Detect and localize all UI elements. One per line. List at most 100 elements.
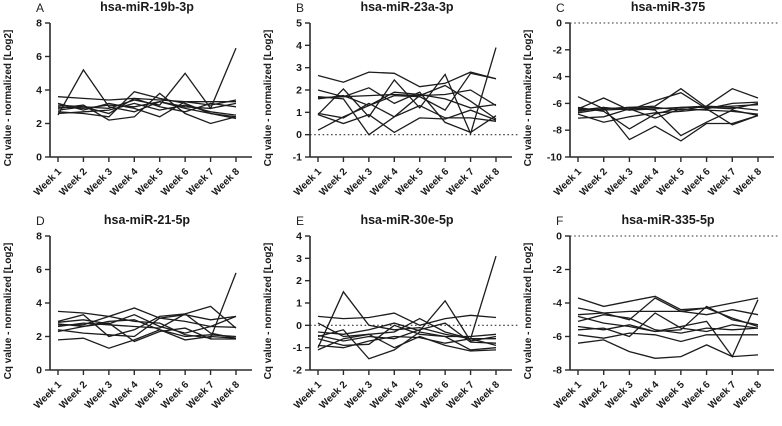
data-line — [577, 295, 759, 311]
y-tick-label: 2 — [36, 331, 42, 343]
y-tick-label: 4 — [296, 40, 302, 52]
data-line — [317, 109, 497, 134]
data-line — [317, 72, 497, 111]
x-tick-label: Week 8 — [210, 166, 242, 198]
panel-header: F hsa-miR-335-5p — [520, 213, 782, 230]
data-line — [317, 91, 497, 131]
panel-letter: D — [36, 214, 45, 228]
panel-title: hsa-miR-19b-3p — [100, 0, 194, 14]
panel-letter: C — [556, 1, 565, 15]
data-line — [317, 333, 497, 352]
data-line — [317, 329, 497, 360]
data-line — [317, 96, 497, 136]
panel-letter: A — [36, 1, 45, 15]
x-tick-label: Week 8 — [732, 379, 764, 411]
y-tick-label: 4 — [296, 231, 302, 243]
y-tick-label: 3 — [296, 253, 302, 265]
data-line — [577, 108, 759, 126]
y-tick-label: 0 — [296, 129, 302, 141]
panel-header: C hsa-miR-375 — [520, 0, 782, 17]
y-tick-label: 0 — [36, 152, 42, 164]
panel-B: B hsa-miR-23a-3p Cq value - normalized [… — [260, 0, 520, 213]
y-tick-label: 8 — [36, 18, 42, 30]
y-tick-label: 4 — [36, 298, 42, 310]
x-tick-label: Week 8 — [732, 166, 764, 198]
panel-A: A hsa-miR-19b-3p Cq value - normalized [… — [0, 0, 260, 213]
panel-E: E hsa-miR-30e-5p Cq value - normalized [… — [260, 213, 520, 426]
data-line — [317, 335, 496, 349]
y-tick-label: -8 — [553, 365, 562, 377]
y-tick-label: 0 — [556, 231, 562, 243]
y-tick-label: 0 — [556, 18, 562, 30]
panel-header: B hsa-miR-23a-3p — [260, 0, 520, 17]
data-line — [317, 71, 497, 88]
data-line — [57, 307, 237, 321]
data-line — [317, 299, 497, 342]
panel-header: A hsa-miR-19b-3p — [0, 0, 260, 17]
data-line — [57, 329, 237, 349]
y-tick-label: 4 — [36, 85, 42, 97]
data-line — [577, 91, 759, 113]
y-tick-label: -6 — [553, 98, 562, 110]
data-line — [577, 339, 759, 359]
y-tick-label: -1 — [293, 152, 302, 164]
y-tick-label: 6 — [36, 264, 42, 276]
panel-title: hsa-miR-375 — [630, 0, 706, 14]
panel-title: hsa-miR-21-5p — [103, 213, 191, 227]
panel-letter: F — [556, 214, 564, 228]
y-tick-label: 3 — [296, 62, 302, 74]
data-line — [317, 89, 497, 107]
y-tick-label: 2 — [296, 85, 302, 97]
y-tick-label: -4 — [553, 298, 562, 310]
data-line — [317, 87, 497, 134]
data-line — [577, 106, 759, 137]
data-line — [57, 96, 236, 103]
data-line — [317, 312, 497, 326]
y-tick-label: -2 — [293, 365, 302, 377]
panel-D: D hsa-miR-21-5p Cq value - normalized [L… — [0, 213, 260, 426]
data-line — [577, 106, 759, 142]
y-tick-label: 8 — [36, 231, 42, 243]
data-line — [57, 305, 237, 338]
panel-header: E hsa-miR-30e-5p — [260, 213, 520, 230]
data-line — [57, 319, 237, 338]
panel-header: D hsa-miR-21-5p — [0, 213, 260, 230]
x-tick-label: Week 8 — [470, 379, 502, 411]
panel-F: F hsa-miR-335-5p Cq value - normalized [… — [520, 213, 782, 426]
data-line — [57, 97, 237, 115]
data-line — [577, 305, 759, 333]
y-tick-label: -4 — [553, 71, 562, 83]
y-tick-label: -10 — [547, 152, 562, 164]
y-tick-label: 6 — [36, 51, 42, 63]
data-line — [57, 102, 237, 116]
panel-letter: B — [296, 1, 305, 15]
data-line — [577, 312, 759, 338]
data-line — [57, 317, 237, 338]
y-tick-label: -2 — [553, 44, 562, 56]
data-line — [57, 90, 237, 120]
y-tick-label: 2 — [36, 118, 42, 130]
data-line — [317, 255, 497, 340]
x-tick-label: Week 8 — [470, 166, 502, 198]
panel-title: hsa-miR-30e-5p — [360, 213, 454, 227]
y-tick-label: 5 — [296, 18, 302, 30]
y-tick-label: 0 — [296, 320, 302, 332]
data-line — [57, 313, 237, 334]
panel-title: hsa-miR-23a-3p — [360, 0, 454, 14]
data-line — [58, 272, 237, 339]
y-tick-label: -1 — [293, 342, 302, 354]
data-line — [577, 104, 759, 130]
x-tick-label: Week 8 — [210, 379, 242, 411]
data-line — [577, 314, 759, 334]
data-line — [577, 332, 758, 343]
y-tick-label: 1 — [296, 298, 302, 310]
y-tick-label: -6 — [553, 331, 562, 343]
y-tick-label: 0 — [36, 365, 42, 377]
